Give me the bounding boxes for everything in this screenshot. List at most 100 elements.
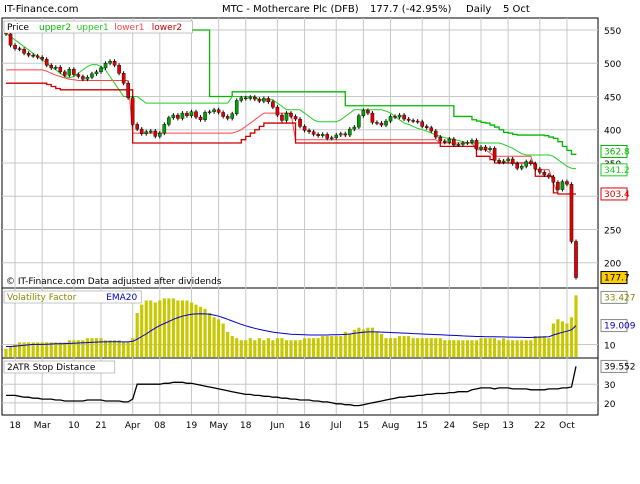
candle [221,112,225,117]
candle [275,106,280,116]
candle [393,116,397,118]
stop-legend-box [3,360,116,374]
candle [284,112,289,121]
upper2-value-text: 362.8 [604,147,630,157]
volatility-bar [103,340,108,357]
volatility-bar [384,338,388,357]
volatility-bar [149,300,153,357]
axis-labels: 20025030035040045050055010203018Mar1021A… [9,27,635,431]
candle [76,74,81,77]
x-tick-label: Jul [330,421,342,431]
candle [266,98,271,102]
x-tick-label: 24 [444,421,456,431]
candle [307,130,311,132]
volatility-bar [375,331,379,357]
volatility-bar [198,306,203,357]
volatility-bar [54,342,58,357]
lower1-band-line [6,69,576,195]
candle [456,144,461,146]
candle [320,134,325,136]
chart-date: 5 Oct [503,4,530,15]
price-tick-label: 450 [604,93,621,103]
volatility-bar [465,340,470,357]
volatility-bar [85,338,90,357]
candle [447,138,452,143]
volatility-bar [420,338,424,357]
candle [415,120,420,123]
x-tick-label: 21 [95,421,106,431]
candle [361,110,366,116]
candle [474,140,479,150]
volatility-bar [94,338,99,357]
price-tick-label: 550 [604,27,621,37]
volatility-bar [117,340,121,357]
upper1-value-text: 341.2 [604,166,630,176]
volatility-bar [144,300,148,357]
volatility-bar [370,327,375,357]
candle [316,134,320,136]
ema-value-text: 19.009 [604,322,636,332]
volatility-bar [357,327,361,357]
candle [144,131,149,134]
volatility-bar [560,321,565,357]
volatility-bar [461,340,465,357]
candle [438,136,443,142]
candle [103,63,108,69]
volatility-legend-entry-0: Volatility Factor [7,293,77,303]
volatility-bar [90,338,94,357]
price-legend-entry-1: upper2 [39,23,71,33]
stop-panel-frame [1,357,599,416]
candle [90,73,94,78]
x-tick-label: May [209,421,228,431]
x-tick-label: 13 [502,421,513,431]
candle [366,110,370,114]
candle [271,101,275,108]
candle [370,112,375,123]
candle [538,168,542,173]
volatility-bar [407,336,411,357]
ema-value: 19.009 [600,319,636,333]
upper2-value: 362.8 [600,144,630,158]
vf-value-text: 33.427 [604,293,636,303]
candle [357,115,361,128]
lower2-band-line [6,82,576,195]
volatility-bar [492,338,497,357]
candle [302,126,307,131]
price-legend-entry-0: Price [7,23,29,33]
candle [212,109,216,112]
volatility-bar [203,308,207,357]
price-plot [4,27,578,280]
candle [225,116,230,119]
volatility-bar [520,340,524,357]
volatility-bar [339,336,343,357]
volatility-bar [388,338,393,357]
candle [343,133,348,136]
chart-quote: 177.7 (-42.95%) [370,4,451,15]
volatility-bar [538,336,542,357]
candle [257,98,262,102]
candle [289,112,293,117]
volatility-bar [397,336,402,357]
volatility-bar [416,338,420,357]
volatility-bar [411,338,415,357]
stop-legend-entry-0: 2ATR Stop Distance [7,363,96,373]
candle [397,114,402,118]
candle [171,114,176,118]
volatility-bar [17,342,22,357]
candle [551,176,556,183]
x-tick-label: 18 [9,421,21,431]
x-tick-label: 22 [534,421,545,431]
volatility-bar [483,338,488,357]
candle [176,114,180,119]
stop-plot [6,366,577,407]
price-legend-box [3,20,193,34]
candle [135,124,139,130]
volatility-plot [4,295,578,357]
x-tick-label: 18 [240,421,252,431]
candle [461,142,465,145]
volatility-bar [76,340,80,357]
volatility-bar [343,331,347,357]
volatility-bar [488,338,492,357]
candle [108,61,112,64]
